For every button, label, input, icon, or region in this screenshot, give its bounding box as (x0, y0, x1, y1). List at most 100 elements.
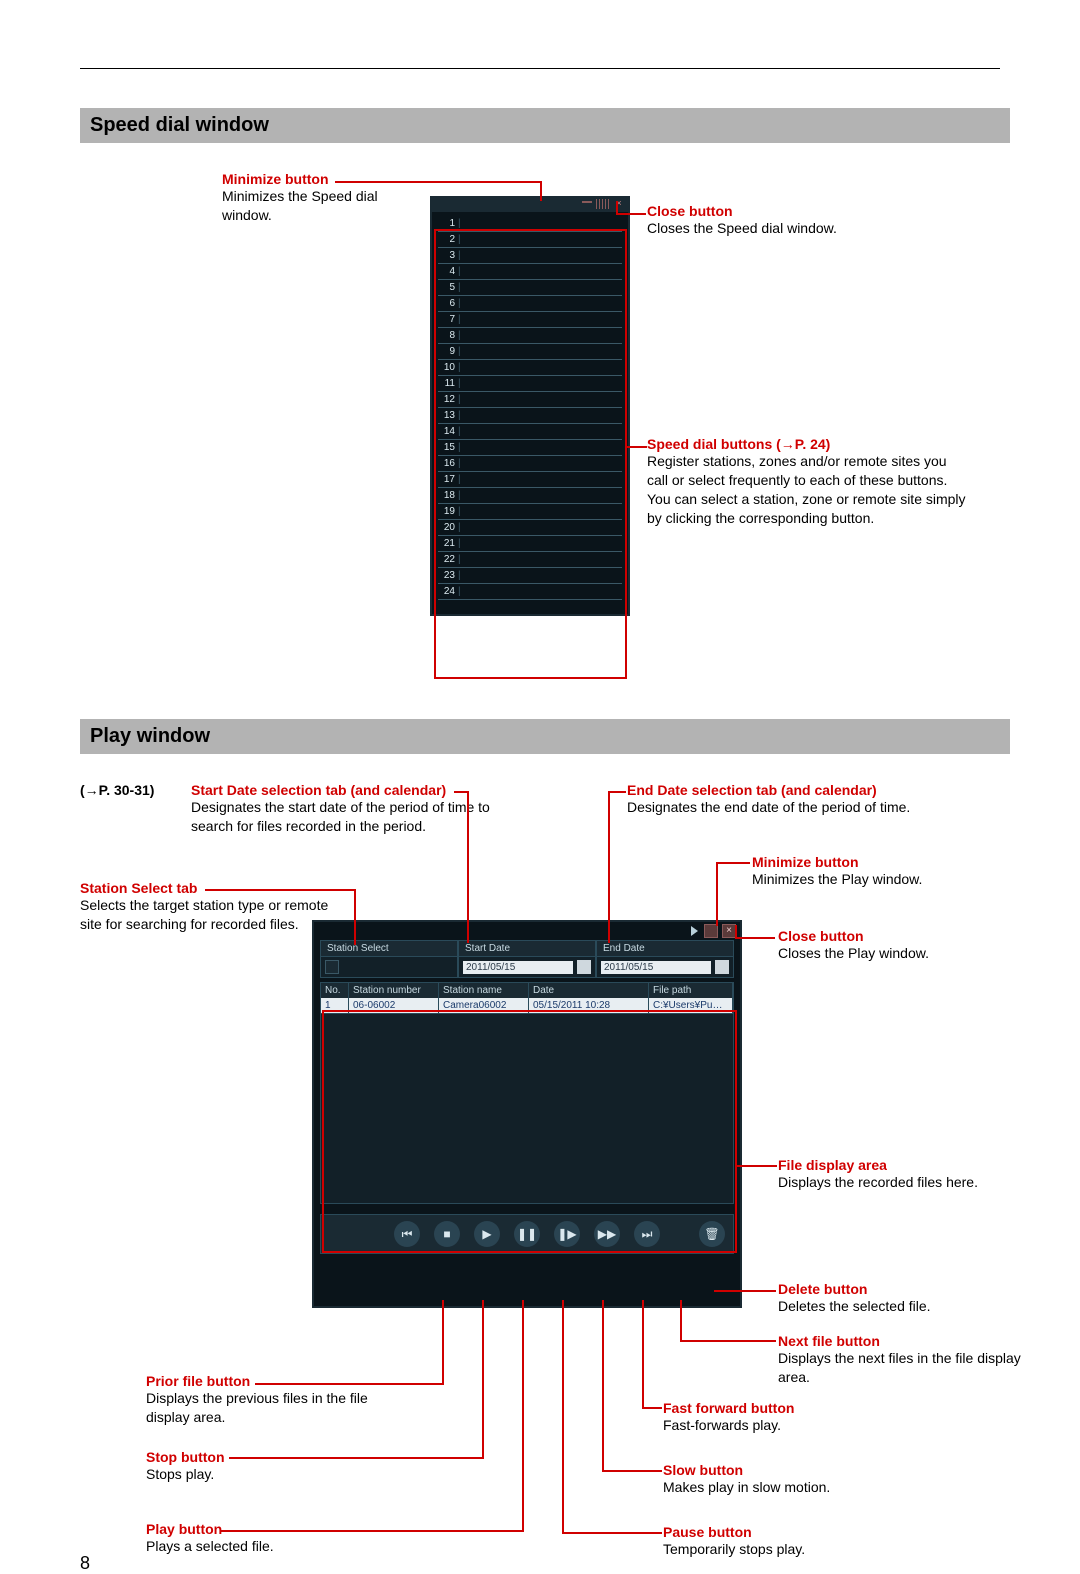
page-number: 8 (80, 1553, 90, 1574)
speed-dial-number: 17 (438, 474, 458, 485)
callout-title: File display area (778, 1157, 1038, 1173)
callout-text: Temporarily stops play. (663, 1540, 923, 1559)
speed-dial-number: 14 (438, 426, 458, 437)
speed-dial-number: 24 (438, 586, 458, 597)
callout-play-close: Close button Closes the Play window. (778, 928, 1038, 963)
fast-forward-button[interactable]: ▶▶ (594, 1221, 620, 1247)
slow-button[interactable]: ❚▶ (554, 1221, 580, 1247)
close-icon[interactable]: × (614, 199, 624, 209)
callout-title: Stop button (146, 1449, 406, 1465)
speed-dial-row[interactable]: 16| (438, 456, 622, 472)
callout-text: Closes the Play window. (778, 944, 1038, 963)
speed-dial-row[interactable]: 4| (438, 264, 622, 280)
calendar-icon[interactable] (577, 960, 591, 974)
speed-dial-row[interactable]: 1| (438, 216, 622, 232)
play-icon[interactable] (691, 926, 698, 936)
pause-button[interactable]: ❚❚ (514, 1221, 540, 1247)
speed-dial-row[interactable]: 3| (438, 248, 622, 264)
callout-text: Designates the start date of the period … (191, 798, 531, 836)
close-icon[interactable]: × (722, 924, 736, 938)
speed-dial-number: 13 (438, 410, 458, 421)
divider: | (458, 474, 461, 485)
callout-slow: Slow button Makes play in slow motion. (663, 1462, 923, 1497)
next-file-button[interactable]: ⏭ (634, 1221, 660, 1247)
speed-dial-row[interactable]: 22| (438, 552, 622, 568)
speed-dial-row[interactable]: 21| (438, 536, 622, 552)
speed-dial-row[interactable]: 12| (438, 392, 622, 408)
divider: | (458, 330, 461, 341)
divider: | (458, 394, 461, 405)
callout-text: Register stations, zones and/or remote s… (647, 452, 967, 528)
minimize-icon[interactable] (704, 924, 718, 938)
speed-dial-number: 20 (438, 522, 458, 533)
callout-text: Closes the Speed dial window. (647, 219, 907, 238)
divider: | (458, 538, 461, 549)
cell-date: 05/15/2011 10:28 (529, 998, 649, 1013)
speed-dial-row[interactable]: 15| (438, 440, 622, 456)
speed-dial-row[interactable]: 2| (438, 232, 622, 248)
tab-start-date[interactable]: Start Date (458, 940, 596, 957)
speed-dial-rows: 1|2|3|4|5|6|7|8|9|10|11|12|13|14|15|16|1… (432, 212, 628, 608)
end-date-field[interactable]: 2011/05/15 (601, 961, 711, 974)
speed-dial-number: 9 (438, 346, 458, 357)
tab-end-date[interactable]: End Date (596, 940, 734, 957)
speed-dial-number: 4 (438, 266, 458, 277)
speed-dial-row[interactable]: 20| (438, 520, 622, 536)
stop-button[interactable]: ■ (434, 1221, 460, 1247)
play-tabs: Station Select Start Date 2011/05/15 End… (314, 940, 740, 978)
divider: | (458, 458, 461, 469)
speed-dial-row[interactable]: 23| (438, 568, 622, 584)
speed-dial-row[interactable]: 9| (438, 344, 622, 360)
speed-dial-row[interactable]: 11| (438, 376, 622, 392)
chevron-down-icon[interactable] (325, 960, 339, 974)
speed-dial-row[interactable]: 8| (438, 328, 622, 344)
speed-dial-row[interactable]: 18| (438, 488, 622, 504)
divider: | (458, 218, 461, 229)
file-table: No. Station number Station name Date Fil… (320, 982, 734, 1014)
speed-dial-row[interactable]: 7| (438, 312, 622, 328)
callout-sd-minimize: Minimize button Minimizes the Speed dial… (222, 171, 422, 225)
col-station-name: Station name (439, 983, 529, 998)
speed-dial-number: 8 (438, 330, 458, 341)
callout-title: Close button (647, 203, 907, 219)
callout-text: Displays the previous files in the file … (146, 1389, 406, 1427)
speed-dial-row[interactable]: 5| (438, 280, 622, 296)
speed-dial-window: × 1|2|3|4|5|6|7|8|9|10|11|12|13|14|15|16… (430, 196, 630, 616)
divider: | (458, 410, 461, 421)
speed-dial-row[interactable]: 19| (438, 504, 622, 520)
table-row[interactable]: 1 06-06002 Camera06002 05/15/2011 10:28 … (321, 998, 733, 1013)
start-date-field[interactable]: 2011/05/15 (463, 961, 573, 974)
callout-title: Delete button (778, 1281, 1038, 1297)
cell-file-path: C:¥Users¥Public¥D (649, 998, 733, 1013)
minimize-icon[interactable] (582, 201, 592, 203)
callout-next: Next file button Displays the next files… (778, 1333, 1038, 1387)
divider: | (458, 298, 461, 309)
speed-dial-number: 12 (438, 394, 458, 405)
speed-dial-row[interactable]: 24| (438, 584, 622, 600)
speed-dial-row[interactable]: 17| (438, 472, 622, 488)
speed-dial-number: 18 (438, 490, 458, 501)
callout-text: Makes play in slow motion. (663, 1478, 923, 1497)
play-titlebar: × (314, 922, 740, 940)
play-button[interactable]: ▶ (474, 1221, 500, 1247)
divider: | (458, 522, 461, 533)
speed-dial-row[interactable]: 6| (438, 296, 622, 312)
callout-text: Minimizes the Play window. (752, 870, 1012, 889)
speed-dial-number: 23 (438, 570, 458, 581)
calendar-icon[interactable] (715, 960, 729, 974)
callout-title: Close button (778, 928, 1038, 944)
prior-file-button[interactable]: ⏮ (394, 1221, 420, 1247)
divider: | (458, 586, 461, 597)
speed-dial-row[interactable]: 10| (438, 360, 622, 376)
tab-station-select[interactable]: Station Select (320, 940, 458, 957)
callout-title: Fast forward button (663, 1400, 923, 1416)
callout-text: Displays the next files in the file disp… (778, 1349, 1038, 1387)
file-display-area[interactable] (320, 1014, 734, 1204)
divider: | (458, 426, 461, 437)
divider: | (458, 554, 461, 565)
speed-dial-row[interactable]: 14| (438, 424, 622, 440)
speed-dial-row[interactable]: 13| (438, 408, 622, 424)
callout-title: Play button (146, 1521, 406, 1537)
divider: | (458, 378, 461, 389)
delete-button[interactable]: 🗑 (699, 1221, 725, 1247)
